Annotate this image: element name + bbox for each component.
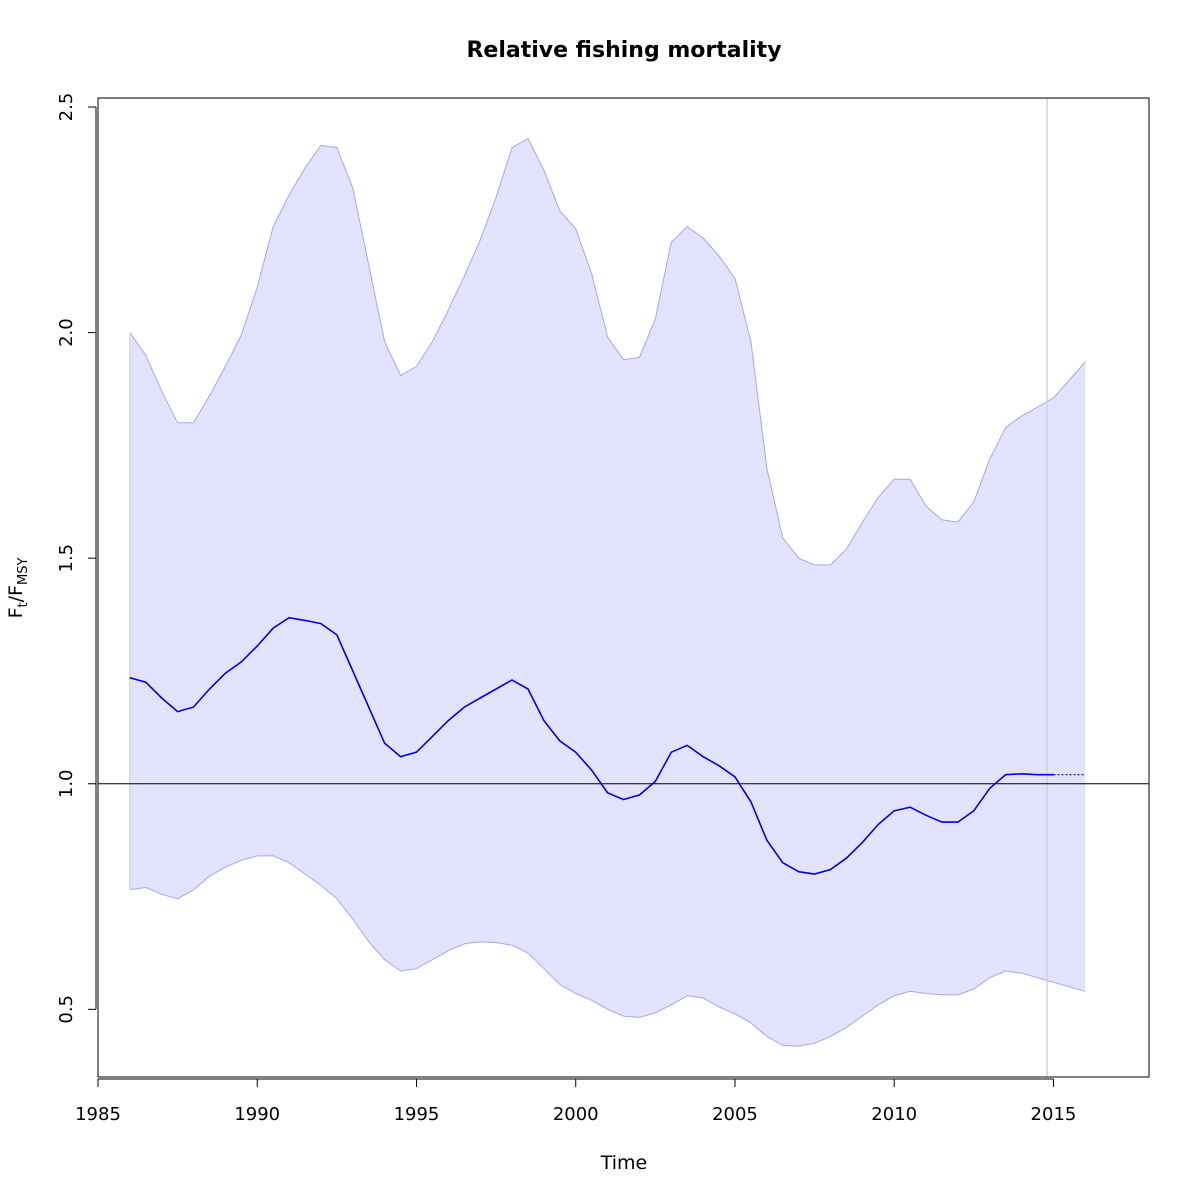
y-tick-label: 1.0 — [56, 769, 77, 798]
x-axis-title: Time — [600, 1152, 648, 1174]
y-axis-title-sub-t: t — [16, 602, 31, 607]
plot-frame — [97, 97, 1150, 1078]
x-tick-label: 1990 — [234, 1104, 280, 1125]
chart-title: Relative fishing mortality — [466, 38, 781, 63]
plot-area — [98, 98, 1149, 1077]
y-axis-title-slash: / — [5, 595, 27, 602]
upper-bound-line — [129, 137, 1086, 566]
estimate-line — [129, 616, 1054, 875]
y-axis-title-f: F — [5, 607, 27, 618]
x-axis: 1985 1990 1995 2000 2005 2010 2015 — [75, 1078, 1077, 1125]
confidence-band — [129, 138, 1086, 1047]
x-tick-label: 2015 — [1031, 1104, 1077, 1125]
x-tick-label: 2010 — [871, 1104, 917, 1125]
x-tick-label: 1995 — [394, 1104, 440, 1125]
lower-bound-line — [129, 855, 1086, 1047]
x-tick-label: 2000 — [553, 1104, 599, 1125]
y-tick-label: 2.5 — [56, 93, 77, 122]
y-axis-title: Ft/FMSY — [5, 558, 31, 619]
y-axis-title-f2: F — [5, 585, 27, 596]
y-tick-label: 2.0 — [56, 318, 77, 347]
y-tick-label: 1.5 — [56, 544, 77, 573]
x-tick-label: 2005 — [712, 1104, 758, 1125]
y-axis-title-sub-msy: MSY — [16, 558, 31, 585]
y-tick-label: 0.5 — [56, 995, 77, 1024]
y-axis: 0.5 1.0 1.5 2.0 2.5 — [56, 93, 97, 1024]
x-tick-label: 1985 — [75, 1104, 121, 1125]
